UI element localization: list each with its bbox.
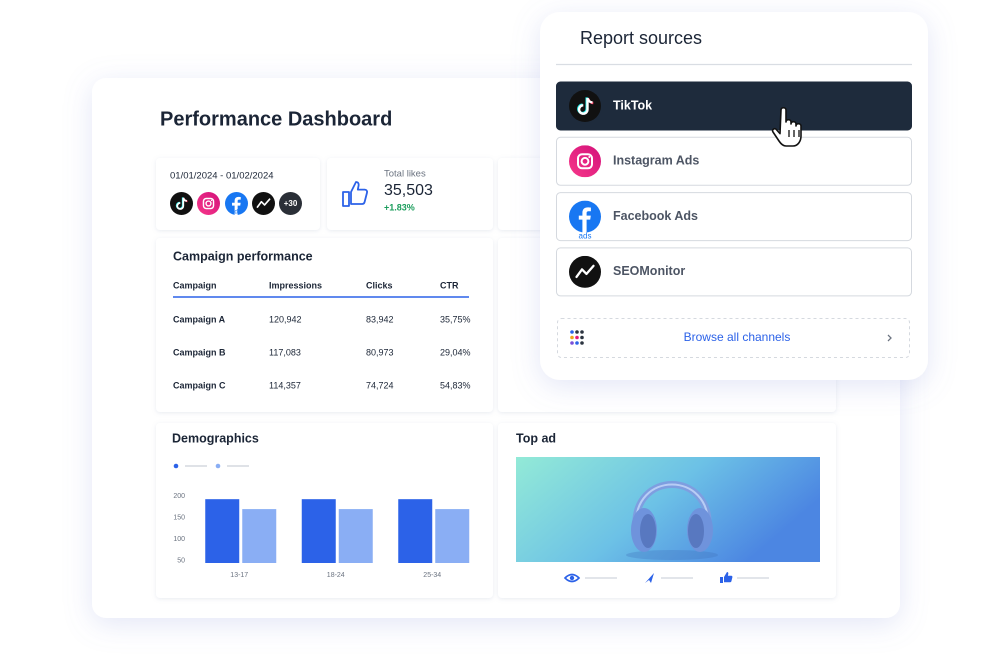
y-tick-label: 200: [173, 493, 185, 500]
column-header: Clicks: [366, 280, 393, 290]
source-row: [556, 136, 912, 186]
dashboard-title: Performance Dashboard: [160, 108, 392, 130]
column-header: Impressions: [269, 280, 322, 290]
source-item[interactable]: ads Facebook Ads: [556, 192, 912, 242]
source-icon: [569, 145, 601, 178]
seo-icon: [252, 192, 275, 215]
source-item[interactable]: TikTok: [556, 81, 912, 131]
bar: [205, 499, 240, 563]
table-cell: 120,942: [269, 314, 302, 324]
date-range: 01/01/2024 - 01/02/2024: [170, 171, 274, 182]
facebook-badge: ads: [579, 232, 592, 241]
x-tick-label: 25-34: [423, 572, 441, 579]
likes-value: 35,503: [384, 182, 433, 199]
table-cell: 114,357: [269, 380, 301, 390]
bar: [338, 509, 373, 563]
likes-label: Total likes: [384, 169, 426, 180]
report-sources-title: Report sources: [580, 28, 702, 48]
more-badge: [279, 192, 302, 215]
top-ad-title: Top ad: [516, 431, 556, 445]
y-tick-label: 150: [173, 515, 185, 522]
campaign-card: [156, 238, 493, 412]
source-icon: [569, 255, 601, 288]
source-name: TikTok: [613, 98, 652, 112]
ad-stats: [563, 572, 769, 583]
source-icon: [569, 200, 601, 233]
bar: [301, 499, 336, 563]
x-tick-label: 18-24: [327, 572, 345, 579]
table-cell: Campaign B: [173, 347, 226, 357]
browse-label: Browse all channels: [684, 330, 791, 344]
campaign-table: Campaign Impressions Clicks CTR Campaign A 12…: [173, 280, 471, 390]
source-icon: [569, 90, 601, 122]
source-name: SEOMonitor: [613, 264, 685, 278]
table-cell: 74,724: [366, 380, 394, 390]
source-row: [556, 81, 912, 131]
source-list: TikTok Instagram Ads ads Facebook Ads SEOMon…: [556, 81, 912, 297]
thumb-icon: [342, 181, 368, 207]
facebook-badge: ads: [231, 210, 241, 216]
table-cell: 29,04%: [440, 347, 471, 357]
ad-image: [516, 457, 820, 562]
table-cell: 80,973: [366, 347, 394, 357]
y-tick-label: 50: [177, 558, 185, 565]
column-header: Campaign: [173, 280, 217, 290]
column-header: CTR: [440, 280, 459, 290]
table-cell: 54,83%: [440, 380, 471, 390]
source-row: [556, 247, 912, 297]
source-item[interactable]: Instagram Ads: [556, 136, 912, 186]
chevron: [887, 334, 892, 342]
table-cell: 35,75%: [440, 314, 471, 324]
grid-icon: [570, 330, 584, 345]
more-sources: +30: [284, 199, 298, 208]
legend-marker: [173, 463, 179, 469]
demographics-chart: 50 100 150 200 13-17 18-24 25-34: [173, 463, 470, 579]
browse-channels[interactable]: Browse all channels: [557, 318, 910, 358]
instagram-icon: [197, 192, 220, 215]
source-name: Facebook Ads: [613, 209, 698, 223]
source-name: Instagram Ads: [613, 154, 699, 168]
bar: [242, 509, 277, 563]
table-cell: 83,942: [366, 314, 394, 324]
table-cell: 117,083: [269, 347, 301, 357]
hand-cursor-lines: [788, 130, 800, 137]
y-tick-label: 100: [173, 536, 185, 543]
source-row: [556, 192, 912, 242]
likes-card: [327, 158, 493, 230]
bar: [435, 509, 470, 563]
campaign-title: Campaign performance: [173, 249, 313, 263]
table-cell: Campaign A: [173, 314, 226, 324]
x-tick-label: 13-17: [230, 572, 248, 579]
table-cell: Campaign C: [173, 380, 226, 390]
bar: [398, 499, 433, 563]
likes-change: +1.83%: [384, 202, 415, 212]
tiktok-icon: [170, 192, 193, 215]
demographics-title: Demographics: [172, 431, 259, 445]
source-item[interactable]: SEOMonitor: [556, 247, 912, 297]
legend-marker: [215, 463, 221, 469]
